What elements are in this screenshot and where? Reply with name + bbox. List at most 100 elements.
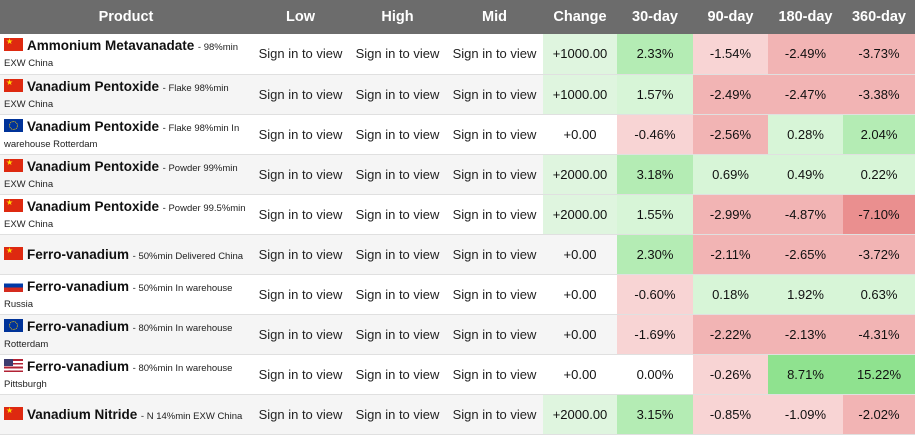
change-cell: +1000.00 — [543, 74, 617, 115]
product-name-link[interactable]: Vanadium Pentoxide — [27, 118, 160, 134]
signin-link[interactable]: Sign in to view — [452, 126, 537, 142]
low-price-signin-link[interactable]: Sign in to view — [252, 394, 349, 435]
product-description: - Flake 98%min In warehouse Rotterdam — [4, 122, 240, 150]
header-90-day[interactable]: 90-day — [693, 0, 768, 34]
low-price-signin-link[interactable]: Sign in to view — [252, 314, 349, 355]
signin-link[interactable]: Sign in to view — [355, 326, 440, 342]
low-price-signin-link[interactable]: Sign in to view — [252, 274, 349, 315]
signin-link[interactable]: Sign in to view — [355, 406, 440, 422]
change-180-day-cell: -2.13% — [768, 314, 843, 355]
high-price-signin-link[interactable]: Sign in to view — [349, 354, 446, 395]
header-change[interactable]: Change — [543, 0, 617, 34]
signin-link[interactable]: Sign in to view — [258, 366, 343, 382]
high-price-signin-link[interactable]: Sign in to view — [349, 394, 446, 435]
high-price-signin-link[interactable]: Sign in to view — [349, 234, 446, 275]
high-price-signin-link[interactable]: Sign in to view — [349, 274, 446, 315]
low-price-signin-link[interactable]: Sign in to view — [252, 154, 349, 195]
signin-link[interactable]: Sign in to view — [355, 366, 440, 382]
change-360-day-cell: 2.04% — [843, 114, 915, 155]
mid-price-signin-link[interactable]: Sign in to view — [446, 234, 543, 275]
mid-price-signin-link[interactable]: Sign in to view — [446, 74, 543, 115]
low-price-signin-link[interactable]: Sign in to view — [252, 194, 349, 235]
change-cell: +2000.00 — [543, 194, 617, 235]
product-name-link[interactable]: Vanadium Pentoxide — [27, 78, 160, 94]
product-name-link[interactable]: Ferro-vanadium — [27, 358, 130, 374]
mid-price-signin-link[interactable]: Sign in to view — [446, 194, 543, 235]
signin-link[interactable]: Sign in to view — [258, 126, 343, 142]
signin-link[interactable]: Sign in to view — [258, 206, 343, 222]
header-product[interactable]: Product — [0, 0, 252, 34]
mid-price-signin-link[interactable]: Sign in to view — [446, 354, 543, 395]
low-price-signin-link[interactable]: Sign in to view — [252, 74, 349, 115]
signin-link[interactable]: Sign in to view — [258, 286, 343, 302]
change-90-day-cell: -1.54% — [693, 34, 768, 75]
high-price-signin-link[interactable]: Sign in to view — [349, 194, 446, 235]
signin-link[interactable]: Sign in to view — [452, 206, 537, 222]
signin-link[interactable]: Sign in to view — [355, 166, 440, 182]
high-price-signin-link[interactable]: Sign in to view — [349, 74, 446, 115]
product-name-link[interactable]: Vanadium Nitride — [27, 406, 138, 422]
header-high[interactable]: High — [349, 0, 446, 34]
product-name-link[interactable]: Ferro-vanadium — [27, 278, 130, 294]
eu-flag-icon — [4, 118, 23, 132]
header-30-day[interactable]: 30-day — [617, 0, 693, 34]
header-mid[interactable]: Mid — [446, 0, 543, 34]
mid-price-signin-link[interactable]: Sign in to view — [446, 34, 543, 75]
high-price-signin-link[interactable]: Sign in to view — [349, 314, 446, 355]
header-row: Product Low High Mid Change 30-day 90-da… — [0, 0, 915, 34]
high-price-signin-link[interactable]: Sign in to view — [349, 154, 446, 195]
product-cell: Ferro-vanadium - 80%min In warehouse Rot… — [0, 314, 252, 355]
low-price-signin-link[interactable]: Sign in to view — [252, 34, 349, 75]
signin-link[interactable]: Sign in to view — [258, 326, 343, 342]
signin-link[interactable]: Sign in to view — [258, 246, 343, 262]
table-row: Ferro-vanadium - 50%min Delivered China S… — [0, 234, 915, 275]
change-cell: +0.00 — [543, 314, 617, 355]
product-name-link[interactable]: Vanadium Pentoxide — [27, 158, 160, 174]
product-name-link[interactable]: Ammonium Metavanadate — [27, 38, 195, 54]
product-description: - 98%min EXW China — [4, 42, 239, 70]
signin-link[interactable]: Sign in to view — [258, 166, 343, 182]
product-cell: Ammonium Metavanadate - 98%min EXW China — [0, 34, 252, 75]
signin-link[interactable]: Sign in to view — [452, 406, 537, 422]
signin-link[interactable]: Sign in to view — [452, 86, 537, 102]
signin-link[interactable]: Sign in to view — [452, 366, 537, 382]
mid-price-signin-link[interactable]: Sign in to view — [446, 274, 543, 315]
signin-link[interactable]: Sign in to view — [355, 86, 440, 102]
low-price-signin-link[interactable]: Sign in to view — [252, 354, 349, 395]
signin-link[interactable]: Sign in to view — [452, 286, 537, 302]
signin-link[interactable]: Sign in to view — [355, 206, 440, 222]
header-360-day[interactable]: 360-day — [843, 0, 915, 34]
product-cell: Vanadium Nitride - N 14%min EXW China — [0, 394, 252, 435]
header-low[interactable]: Low — [252, 0, 349, 34]
product-name-link[interactable]: Vanadium Pentoxide — [27, 198, 160, 214]
signin-link[interactable]: Sign in to view — [355, 126, 440, 142]
signin-link[interactable]: Sign in to view — [258, 406, 343, 422]
signin-link[interactable]: Sign in to view — [452, 246, 537, 262]
mid-price-signin-link[interactable]: Sign in to view — [446, 394, 543, 435]
signin-link[interactable]: Sign in to view — [355, 286, 440, 302]
mid-price-signin-link[interactable]: Sign in to view — [446, 314, 543, 355]
signin-link[interactable]: Sign in to view — [258, 86, 343, 102]
change-360-day-cell: -3.38% — [843, 74, 915, 115]
product-name-link[interactable]: Ferro-vanadium — [27, 318, 130, 334]
mid-price-signin-link[interactable]: Sign in to view — [446, 114, 543, 155]
change-30-day-cell: -1.69% — [617, 314, 693, 355]
signin-link[interactable]: Sign in to view — [355, 46, 440, 62]
low-price-signin-link[interactable]: Sign in to view — [252, 114, 349, 155]
signin-link[interactable]: Sign in to view — [452, 326, 537, 342]
mid-price-signin-link[interactable]: Sign in to view — [446, 154, 543, 195]
header-180-day[interactable]: 180-day — [768, 0, 843, 34]
china-flag-icon — [4, 406, 23, 420]
signin-link[interactable]: Sign in to view — [258, 46, 343, 62]
table-row: Vanadium Pentoxide - Flake 98%min EXW Ch… — [0, 74, 915, 115]
high-price-signin-link[interactable]: Sign in to view — [349, 114, 446, 155]
low-price-signin-link[interactable]: Sign in to view — [252, 234, 349, 275]
high-price-signin-link[interactable]: Sign in to view — [349, 34, 446, 75]
signin-link[interactable]: Sign in to view — [355, 246, 440, 262]
usa-flag-icon — [4, 358, 23, 372]
signin-link[interactable]: Sign in to view — [452, 166, 537, 182]
product-name-link[interactable]: Ferro-vanadium — [27, 246, 130, 262]
change-360-day-cell: 0.63% — [843, 274, 915, 315]
signin-link[interactable]: Sign in to view — [452, 46, 537, 62]
change-90-day-cell: -0.85% — [693, 394, 768, 435]
